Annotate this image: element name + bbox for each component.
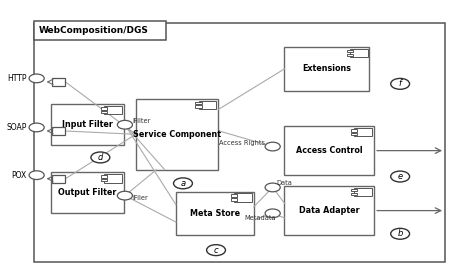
Bar [104, 106, 122, 114]
Circle shape [265, 209, 280, 218]
Text: Metadata: Metadata [245, 215, 276, 221]
Bar [104, 174, 122, 182]
Bar [346, 50, 353, 52]
Bar [355, 188, 372, 196]
Bar [234, 193, 252, 202]
Bar [351, 133, 357, 135]
Bar [284, 47, 369, 91]
Bar [351, 189, 357, 192]
Text: e: e [398, 172, 403, 181]
Bar [101, 107, 107, 110]
Bar [51, 172, 124, 213]
Circle shape [173, 178, 192, 189]
Bar [51, 104, 124, 145]
Circle shape [265, 142, 280, 151]
Text: Access Control: Access Control [296, 146, 363, 155]
Text: b: b [397, 229, 403, 238]
Bar [231, 198, 237, 201]
Text: c: c [214, 246, 219, 255]
Circle shape [391, 78, 410, 89]
Bar [34, 21, 166, 40]
Bar [52, 175, 65, 182]
Bar [52, 78, 65, 86]
Bar [195, 105, 201, 108]
Bar [346, 54, 353, 56]
Bar [351, 193, 357, 195]
Text: Output Filter: Output Filter [58, 189, 117, 197]
Circle shape [29, 74, 44, 83]
Bar [355, 128, 372, 136]
Bar [34, 22, 445, 262]
Text: POX: POX [11, 171, 27, 180]
Text: d: d [98, 153, 103, 162]
Circle shape [207, 245, 226, 256]
Circle shape [265, 183, 280, 192]
Bar [231, 195, 237, 197]
Text: Access Rights: Access Rights [219, 140, 265, 146]
Text: Extensions: Extensions [302, 64, 351, 73]
Bar [351, 129, 357, 132]
Text: Data: Data [276, 180, 292, 186]
Bar [101, 179, 107, 181]
Bar [284, 186, 374, 235]
Circle shape [29, 123, 44, 132]
Text: IFiler: IFiler [132, 195, 148, 201]
Bar [101, 175, 107, 178]
Text: f: f [399, 79, 401, 88]
Text: SOAP: SOAP [6, 123, 27, 132]
Text: Data Adapter: Data Adapter [299, 206, 360, 215]
Bar [350, 49, 367, 57]
Text: Input Filter: Input Filter [62, 120, 113, 129]
Bar [284, 126, 374, 175]
Bar [195, 102, 201, 104]
Bar [199, 101, 217, 109]
Text: HTTP: HTTP [7, 74, 27, 83]
Bar [136, 99, 219, 170]
Bar [176, 192, 254, 235]
Bar [52, 127, 65, 135]
Circle shape [91, 152, 110, 163]
Circle shape [29, 171, 44, 179]
Text: WebComposition/DGS: WebComposition/DGS [39, 26, 149, 35]
Text: Meta Store: Meta Store [190, 209, 240, 218]
Circle shape [118, 191, 132, 200]
Circle shape [391, 228, 410, 239]
Bar [101, 111, 107, 113]
Text: Service Component: Service Component [133, 130, 221, 139]
Text: a: a [181, 179, 185, 188]
Text: IFilter: IFilter [132, 118, 151, 124]
Circle shape [118, 120, 132, 129]
Circle shape [391, 171, 410, 182]
